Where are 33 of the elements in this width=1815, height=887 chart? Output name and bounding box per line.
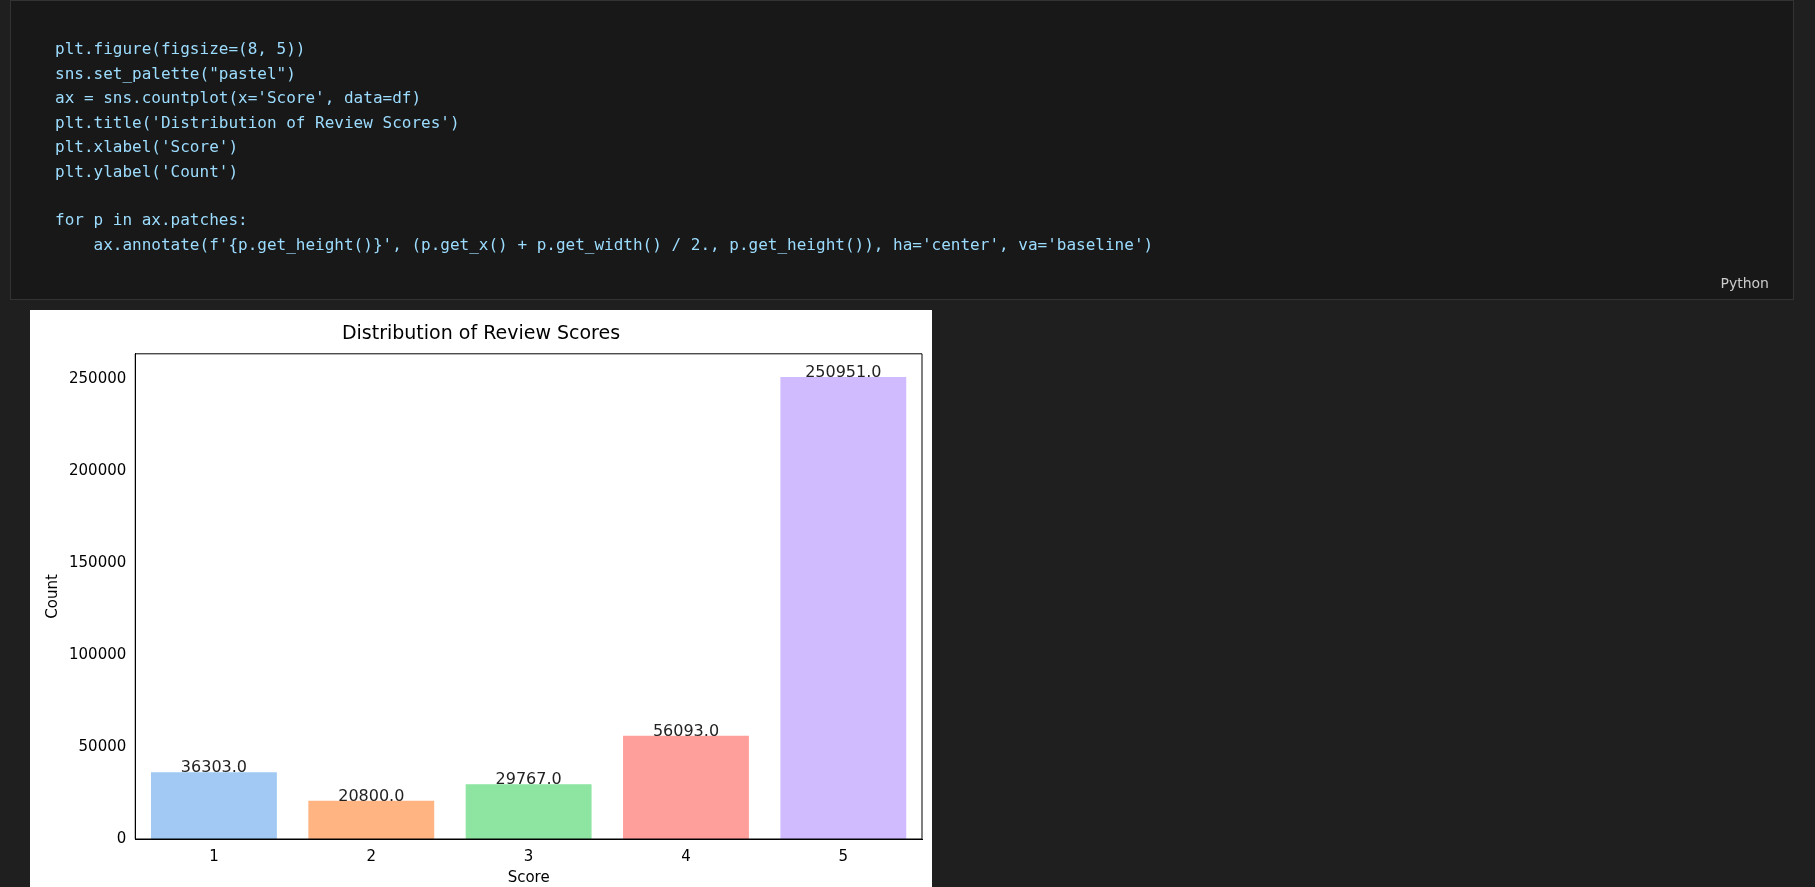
text: sns.set_palette("pastel") (55, 62, 297, 85)
text: ax.annotate(f'{p.get_height()}', (p.get_x() + p.get_width() / 2., p.get_height()), ha='center', va='baseline') (92, 233, 1154, 256)
data-label: 250951.0 (805, 361, 882, 381)
y-axis-title: Count (42, 574, 61, 619)
text: plt.figure(figsize=(8, 5)) (55, 38, 307, 60)
data-label: 20800.0 (338, 785, 405, 805)
x-tick-label: 5 (838, 846, 849, 865)
chart-title: Distribution of Review Scores (341, 321, 621, 344)
data-label: 29767.0 (495, 769, 562, 789)
y-tick-label: 50000 (78, 736, 127, 755)
bar (308, 800, 435, 839)
text: plt.ylabel('Count') (55, 160, 240, 183)
text: Python (1720, 275, 1769, 291)
text: plt.xlabel('Score') (55, 136, 240, 158)
y-tick-label: 150000 (69, 552, 127, 571)
y-tick-label: 200000 (69, 460, 127, 479)
y-tick-label: 250000 (69, 368, 127, 387)
y-tick-label: 100000 (69, 644, 127, 663)
y-tick-label: 0 (116, 828, 127, 847)
text: ax = sns.countplot(x='Score', data=df) (55, 87, 423, 109)
x-axis-title: Score (507, 867, 550, 886)
bar (151, 772, 277, 839)
x-tick-label: 2 (366, 846, 377, 865)
text: plt.title('Distribution of Review Scores') (55, 111, 461, 134)
data-label: 36303.0 (180, 757, 248, 777)
x-tick-label: 4 (681, 846, 691, 865)
bar (623, 735, 749, 839)
text: for p in ax.patches: (55, 209, 249, 231)
data-label: 56093.0 (652, 720, 720, 740)
x-tick-label: 3 (523, 846, 534, 865)
bar (465, 784, 592, 839)
x-tick-label: 1 (209, 846, 219, 865)
bar (780, 376, 907, 839)
